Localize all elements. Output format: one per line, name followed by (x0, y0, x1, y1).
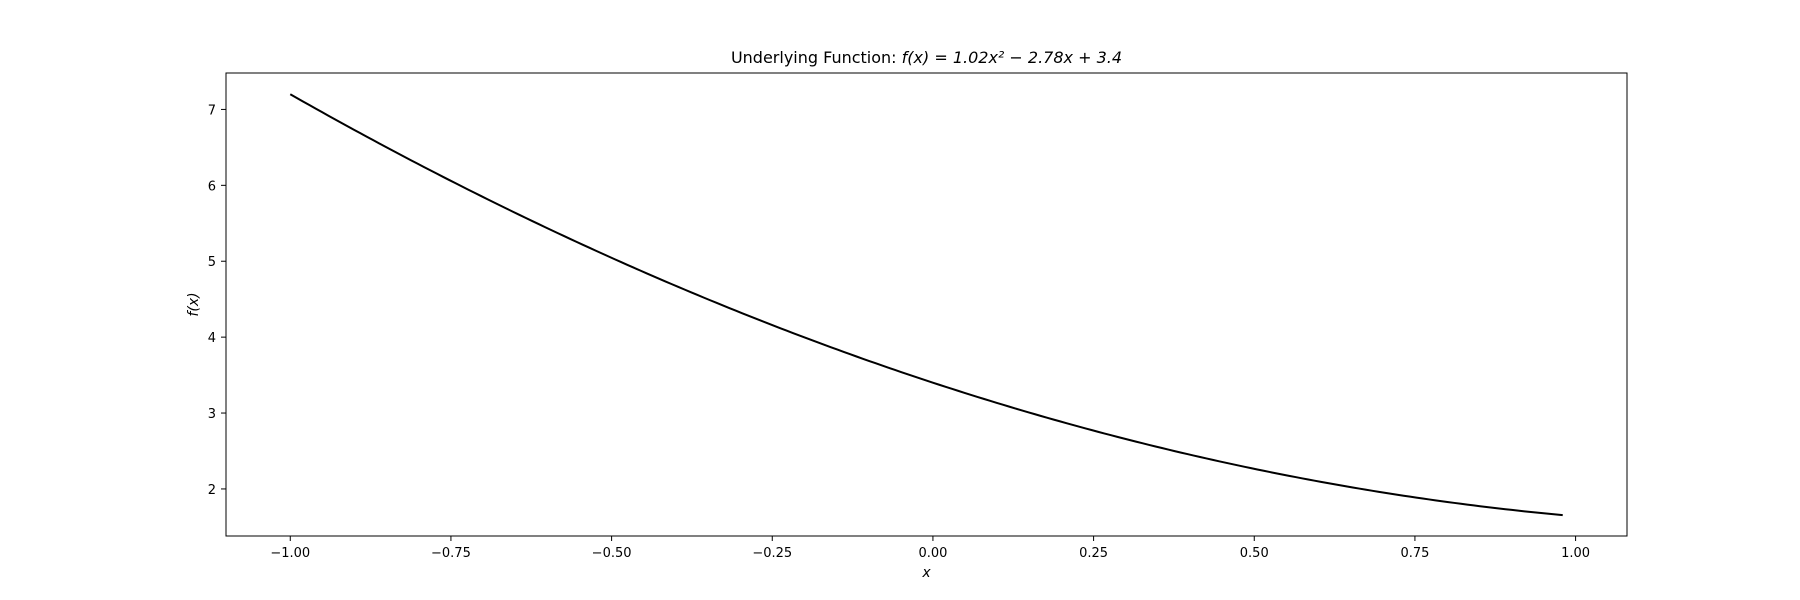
x-tick-label: −1.00 (270, 546, 310, 561)
x-tick-label: 0.00 (918, 546, 947, 561)
chart-title: Underlying Function: f(x) = 1.02x² − 2.7… (731, 48, 1122, 67)
plot-area-frame (225, 72, 1628, 537)
y-tick-label: 4 (208, 331, 216, 346)
y-tick-label: 7 (208, 103, 216, 118)
x-axis: −1.00 −0.75 −0.50 −0.25 0.00 0.25 0.50 0.75 1.00 (270, 536, 1590, 561)
chart-title-formula: f(x) = 1.02x² − 2.78x + 3.4 (902, 48, 1122, 67)
x-tick-label: −0.25 (752, 546, 792, 561)
y-tick-label: 3 (208, 407, 216, 422)
y-tick-label: 2 (208, 483, 216, 498)
x-tick-label: 0.50 (1240, 546, 1269, 561)
x-tick-label: −0.50 (592, 546, 632, 561)
x-tick-label: 0.25 (1079, 546, 1108, 561)
x-tick-label: 1.00 (1561, 546, 1590, 561)
x-tick-label: −0.75 (431, 546, 471, 561)
y-tick-label: 5 (208, 255, 216, 270)
function-line (289, 93, 1563, 517)
y-axis: 2 3 4 5 6 7 (208, 103, 226, 498)
chart-title-prefix: Underlying Function: (731, 48, 902, 67)
x-axis-label: x (921, 565, 931, 581)
x-tick-label: 0.75 (1400, 546, 1429, 561)
y-tick-label: 6 (208, 179, 216, 194)
y-axis-label: f(x) (186, 292, 202, 316)
